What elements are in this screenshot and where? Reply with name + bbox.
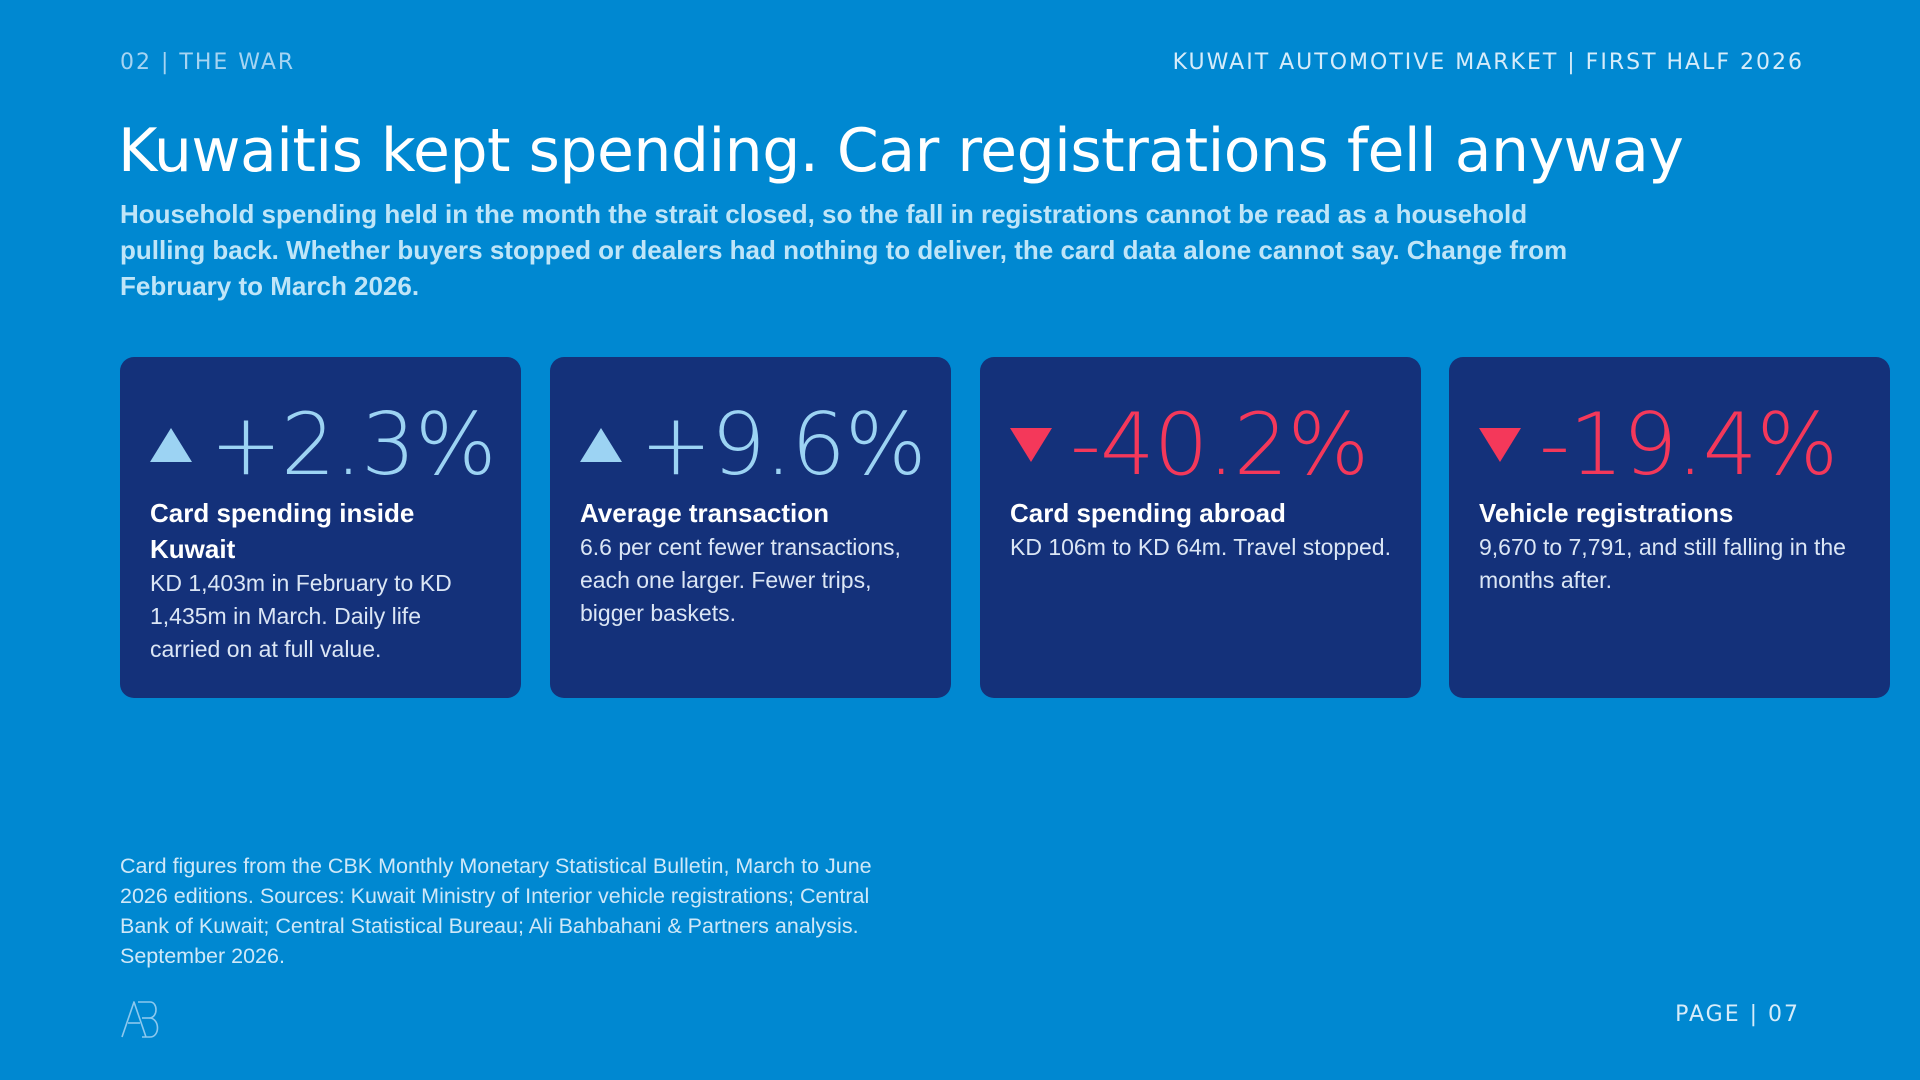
stat-description: 9,670 to 7,791, and still falling in the… (1479, 534, 1846, 593)
stat-label-group: Vehicle registrations 9,670 to 7,791, an… (1479, 495, 1864, 597)
stat-metric: -40.2% (1010, 395, 1369, 495)
stat-metric: +9.6% (580, 395, 927, 495)
source-footnote: Card figures from the CBK Monthly Moneta… (120, 854, 872, 968)
stat-description: KD 1,403m in February to KD 1,435m in Ma… (150, 570, 452, 662)
stat-label-group: Card spending abroad KD 106m to KD 64m. … (1010, 495, 1395, 564)
stat-value: -19.4% (1539, 395, 1838, 495)
stat-label-group: Average transaction 6.6 per cent fewer t… (580, 495, 925, 630)
stat-description: KD 106m to KD 64m. Travel stopped. (1010, 534, 1391, 560)
triangle-down-icon (1479, 428, 1521, 462)
stat-card-card-spending-inside: +2.3% Card spending inside Kuwait KD 1,4… (120, 357, 521, 698)
triangle-down-icon (1010, 428, 1052, 462)
stat-label: Vehicle registrations (1479, 498, 1734, 528)
stat-label: Card spending inside Kuwait (150, 498, 415, 564)
stat-value: +9.6% (640, 395, 927, 495)
ab-monogram-logo (121, 1001, 159, 1038)
stat-card-average-transaction: +9.6% Average transaction 6.6 per cent f… (550, 357, 951, 698)
report-title: KUWAIT AUTOMOTIVE MARKET | FIRST HALF 20… (1172, 50, 1804, 75)
stat-description: 6.6 per cent fewer transactions, each on… (580, 534, 901, 626)
stat-card-vehicle-registrations: -19.4% Vehicle registrations 9,670 to 7,… (1449, 357, 1890, 698)
triangle-up-icon (150, 428, 192, 462)
stat-value: +2.3% (210, 395, 497, 495)
section-label: 02 | THE WAR (120, 50, 296, 75)
page-subtitle: Household spending held in the month the… (120, 199, 1568, 301)
stat-metric: -19.4% (1479, 395, 1838, 495)
stat-label: Card spending abroad (1010, 498, 1286, 528)
page-number: PAGE | 07 (1675, 1002, 1800, 1027)
stat-value: -40.2% (1070, 395, 1369, 495)
stat-card-card-spending-abroad: -40.2% Card spending abroad KD 106m to K… (980, 357, 1421, 698)
stat-label-group: Card spending inside Kuwait KD 1,403m in… (150, 495, 495, 666)
stat-label: Average transaction (580, 498, 830, 528)
triangle-up-icon (580, 428, 622, 462)
stat-metric: +2.3% (150, 395, 497, 495)
page-title: Kuwaitis kept spending. Car registration… (118, 116, 1684, 186)
